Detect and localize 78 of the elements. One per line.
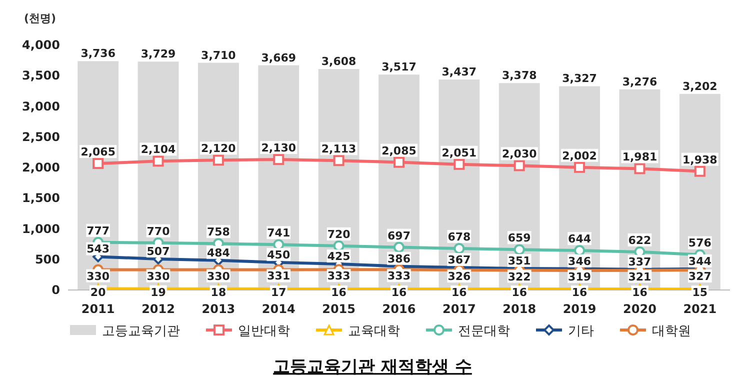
data-label: 543 [86,242,110,256]
data-label: 3,202 [682,80,718,93]
x-tick-label: 2018 [502,302,536,316]
data-label: 351 [508,254,531,268]
data-label: 337 [628,255,652,268]
data-label: 3,736 [80,47,116,60]
data-label: 622 [628,234,652,247]
legend-label: 일반대학 [238,324,290,339]
data-label: 3,729 [140,48,176,61]
data-label: 2,030 [502,148,538,161]
data-label: 450 [267,248,290,262]
x-tick-label: 2013 [202,302,236,316]
data-label: 1,938 [682,153,718,166]
data-label: 659 [508,232,531,245]
data-label: 2,002 [562,149,597,162]
data-label: 484 [206,246,230,260]
data-label: 1,981 [622,150,658,164]
data-label: 2,113 [321,142,356,156]
y-tick-label: 500 [34,252,60,266]
data-label: 2,130 [261,142,296,155]
data-label: 3,710 [201,48,236,62]
data-label: 367 [448,254,471,267]
x-tick-label: 2015 [322,302,356,316]
data-label: 3,517 [382,60,416,74]
data-label: 777 [86,224,110,238]
x-tick-label: 2014 [262,302,296,316]
data-label: 3,608 [321,55,356,68]
y-tick-label: 3,000 [22,99,60,114]
data-label: 697 [388,229,410,242]
data-label: 2,085 [382,144,416,158]
data-label: 3,669 [261,51,296,64]
x-tick-label: 2012 [142,302,175,316]
y-tick-label: 2,500 [22,130,60,144]
data-label: 386 [388,252,411,266]
data-label: 758 [206,226,230,239]
x-tick-label: 2019 [562,302,596,316]
y-axis-title: (천명) [24,12,56,25]
legend-label: 대학원 [652,324,691,339]
data-label: 576 [688,236,712,250]
data-label: 425 [327,250,350,263]
data-label: 344 [688,254,712,268]
data-label: 346 [568,254,592,268]
data-label: 741 [267,226,290,240]
data-label: 2,120 [201,142,236,156]
data-label: 507 [146,244,170,258]
data-label: 3,378 [502,69,537,82]
legend-label: 전문대학 [458,324,510,339]
y-tick-label: 0 [52,283,60,297]
data-label: 678 [448,230,471,244]
y-tick-label: 1,000 [22,222,60,236]
legend-label: 교육대학 [348,324,400,339]
data-label: 3,437 [442,65,477,78]
data-label: 720 [327,228,351,241]
data-label: 330 [86,270,110,283]
data-label: 770 [146,224,170,238]
legend-label: 고등교육기관 [102,324,180,339]
data-label: 330 [146,270,170,283]
x-tick-label: 2016 [382,302,416,316]
x-tick-label: 2021 [683,302,717,316]
data-label: 331 [267,270,290,283]
y-tick-label: 2,000 [22,160,60,174]
data-label: 3,276 [622,75,658,88]
x-tick-label: 2020 [623,302,656,316]
y-tick-label: 4,000 [22,38,60,52]
data-label: 2,065 [80,146,116,159]
legend-label: 기타 [568,324,594,339]
y-tick-label: 1,500 [22,191,60,206]
data-label: 333 [327,270,350,283]
y-tick-label: 3,500 [22,68,60,83]
x-tick-label: 2011 [81,302,115,316]
data-label: 644 [568,232,592,246]
x-tick-label: 2017 [442,302,476,316]
data-label: 330 [206,270,230,283]
data-label: 2,051 [442,146,477,160]
data-label: 3,327 [562,72,597,86]
text: 고등교육기관 재적학생 수 [273,357,472,377]
data-label: 2,104 [140,143,176,156]
data-label: 333 [388,270,410,283]
